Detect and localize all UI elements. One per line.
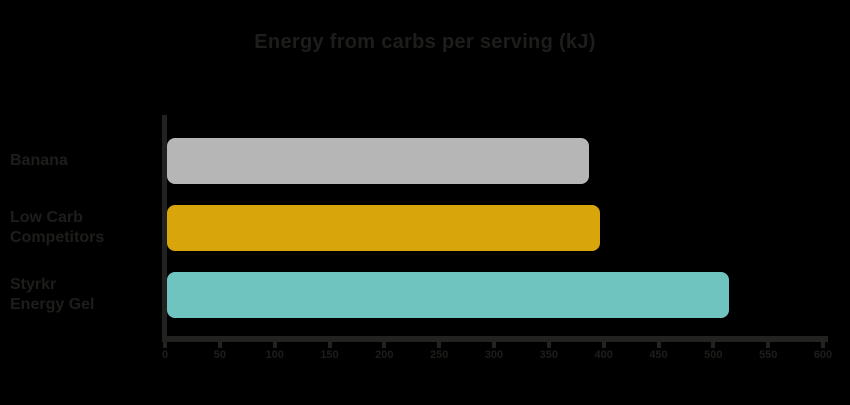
x-tick-mark xyxy=(546,342,551,348)
x-tick-mark xyxy=(272,342,277,348)
x-tick-label: 400 xyxy=(594,349,613,361)
category-label-low-carb-competitors: Low Carb Competitors xyxy=(10,209,105,246)
x-tick-mark xyxy=(656,342,661,348)
x-tick-label: 250 xyxy=(429,349,449,361)
x-tick-mark xyxy=(601,342,606,348)
x-tick-mark xyxy=(217,342,222,348)
x-tick-mark xyxy=(382,342,387,348)
bar-row-styrkr-energy-gel: Styrkr Energy Gel xyxy=(0,272,850,318)
x-tick-label: 450 xyxy=(649,349,668,361)
x-tick-mark xyxy=(821,342,825,348)
x-tick-label: 550 xyxy=(758,349,778,361)
x-tick-label: 100 xyxy=(265,349,284,361)
x-tick-label: 350 xyxy=(539,349,558,361)
bar-row-low-carb-competitors: Low Carb Competitors xyxy=(0,205,850,251)
y-axis-line xyxy=(162,115,167,342)
x-tick-label: 600 xyxy=(813,349,833,361)
bar-low-carb-competitors xyxy=(167,205,601,251)
x-tick-mark xyxy=(766,342,771,348)
x-tick-label: 50 xyxy=(213,349,226,361)
x-tick-mark xyxy=(492,342,496,348)
x-tick-label: 500 xyxy=(704,349,723,361)
x-tick-label: 200 xyxy=(375,349,394,361)
x-tick-mark xyxy=(163,342,167,348)
category-label-banana: Banana xyxy=(10,152,68,169)
bar-styrkr-energy-gel xyxy=(167,272,729,318)
bar-row-banana: Banana xyxy=(0,138,850,184)
bar-banana xyxy=(167,138,590,184)
x-tick-label: 150 xyxy=(320,349,339,361)
x-tick-mark xyxy=(711,342,716,348)
x-tick-label: 300 xyxy=(484,349,504,361)
x-axis-line xyxy=(162,336,828,342)
x-tick-mark xyxy=(327,342,332,348)
chart-title: Energy from carbs per serving (kJ) xyxy=(254,31,596,53)
category-label-styrkr-energy-gel: Styrkr Energy Gel xyxy=(10,276,95,313)
x-tick-label: 0 xyxy=(161,349,169,361)
x-tick-mark xyxy=(437,342,442,348)
